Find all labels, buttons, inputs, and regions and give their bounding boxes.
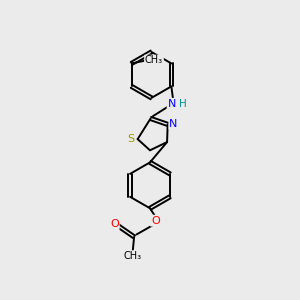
- Text: H: H: [179, 99, 187, 110]
- Text: S: S: [128, 134, 135, 144]
- Text: O: O: [151, 216, 160, 226]
- Text: CH₃: CH₃: [145, 56, 163, 65]
- Text: CH₃: CH₃: [124, 251, 142, 261]
- Text: N: N: [168, 99, 176, 109]
- Text: O: O: [110, 219, 119, 229]
- Text: N: N: [169, 119, 178, 129]
